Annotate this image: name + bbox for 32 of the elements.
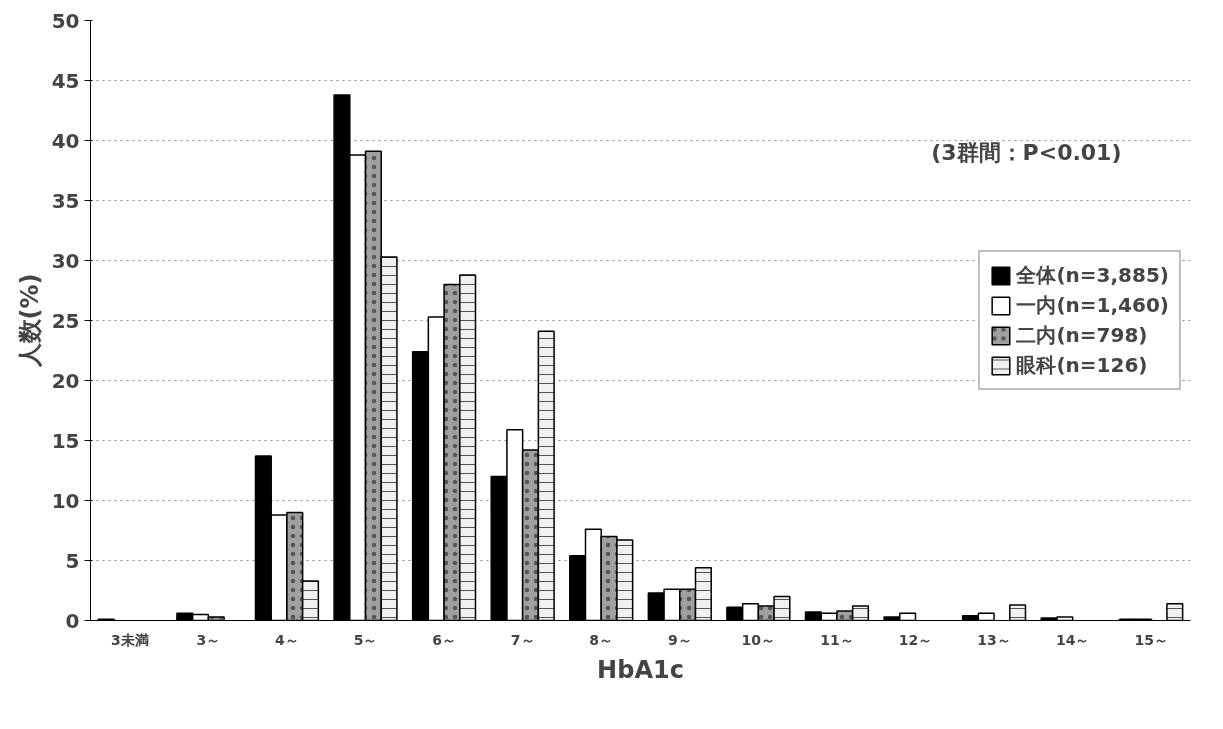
y-tick-label: 15 xyxy=(51,428,80,453)
x-tick-label: 11～ xyxy=(820,631,854,648)
x-tick-label: 10～ xyxy=(741,631,776,648)
y-tick-label: 10 xyxy=(51,488,80,513)
x-tick-label: 12～ xyxy=(898,631,933,648)
x-tick-label: 15～ xyxy=(1134,631,1168,648)
y-tick-label: 0 xyxy=(65,608,80,633)
legend-label: 全体(n=3,885) xyxy=(1016,261,1169,289)
y-tick-label: 20 xyxy=(51,368,80,393)
x-tick-label: 14～ xyxy=(1055,631,1090,648)
y-tick-label: 5 xyxy=(65,548,80,573)
y-tick-label: 45 xyxy=(51,68,80,93)
y-tick-label: 25 xyxy=(51,308,80,333)
legend-label: 眼科(n=126) xyxy=(1016,351,1148,379)
x-tick-label: 5～ xyxy=(353,631,378,648)
x-tick-label: 9～ xyxy=(667,631,692,648)
y-tick-label: 40 xyxy=(51,128,80,153)
y-tick-label: 35 xyxy=(51,188,80,213)
x-tick-label: 3～ xyxy=(196,631,221,648)
x-tick-label: 13～ xyxy=(977,631,1011,648)
x-tick-label: 8～ xyxy=(589,631,614,648)
x-axis-title: HbA1c xyxy=(597,655,684,684)
x-tick-label: 6～ xyxy=(432,631,456,648)
legend-label: 二内(n=798) xyxy=(1016,321,1148,349)
x-tick-label: 7～ xyxy=(510,631,535,648)
annotation: (3群間：P<0.01) xyxy=(931,139,1122,165)
y-axis-title: 人数(%) xyxy=(15,273,44,369)
y-tick-label: 50 xyxy=(51,8,80,33)
legend-label: 一内(n=1,460) xyxy=(1016,291,1169,319)
x-tick-label: 4～ xyxy=(275,631,299,648)
y-tick-label: 30 xyxy=(51,248,80,273)
x-tick-label: 3未満 xyxy=(110,631,149,648)
